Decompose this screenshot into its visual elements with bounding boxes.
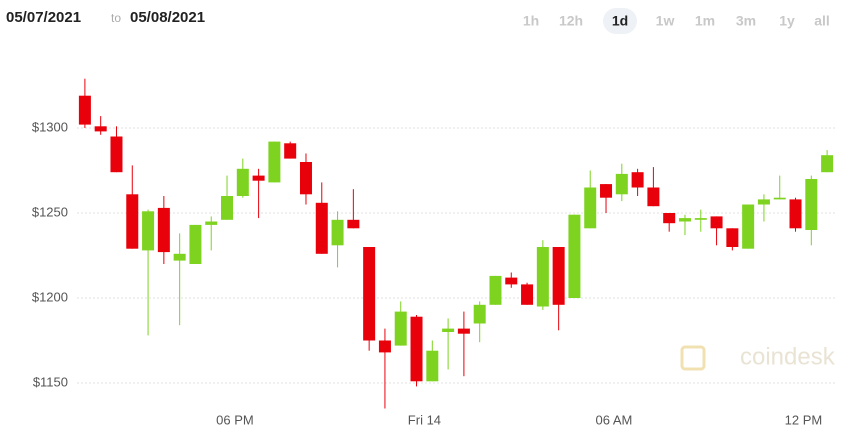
x-tick-label: 06 AM: [595, 412, 632, 427]
range-selected-bg: [603, 8, 637, 34]
candle-body: [678, 218, 691, 222]
candle-body: [268, 141, 281, 183]
candle-body: [757, 199, 770, 205]
candle-body: [710, 216, 723, 229]
candle-body: [394, 311, 407, 346]
range-button[interactable]: 1d: [612, 13, 628, 29]
candle-body: [331, 219, 344, 246]
candle-body: [236, 168, 249, 196]
date-from: 05/07/2021: [6, 9, 81, 26]
candle-body: [299, 162, 312, 195]
candle-body: [173, 253, 186, 261]
candle-body: [442, 328, 455, 332]
y-tick-label: $1150: [33, 374, 68, 389]
y-tick-label: $1250: [32, 204, 68, 219]
range-button[interactable]: 3m: [736, 13, 756, 29]
candle-body: [615, 173, 628, 195]
date-to-word: to: [111, 11, 121, 25]
candle-body: [663, 213, 676, 224]
candle-body: [742, 204, 755, 249]
y-tick-label: $1200: [32, 289, 68, 304]
x-tick-label: 06 PM: [216, 412, 254, 427]
candle-body: [78, 95, 91, 125]
candle-body: [600, 184, 613, 198]
candle-body: [489, 275, 502, 305]
watermark-logo: [680, 345, 706, 371]
candle-body: [821, 155, 834, 173]
range-button[interactable]: all: [814, 13, 830, 29]
candle-body: [505, 277, 518, 285]
candle-body: [378, 340, 391, 353]
candle-body: [536, 247, 549, 307]
candle-body: [773, 197, 786, 200]
candle-body: [694, 218, 707, 220]
x-tick-label: 12 PM: [785, 412, 823, 427]
candle-body: [410, 316, 423, 382]
candle-body: [426, 350, 439, 382]
candle-body: [347, 219, 360, 229]
range-button[interactable]: 1m: [695, 13, 715, 29]
candle-body: [110, 136, 123, 173]
candle-body: [126, 194, 139, 249]
candle-body: [726, 228, 739, 247]
candle-body: [584, 187, 597, 229]
candle-body: [457, 328, 470, 334]
y-tick-label: $1300: [32, 119, 68, 134]
range-button[interactable]: 1y: [779, 13, 795, 29]
candle-body: [568, 214, 581, 298]
candle-body: [205, 221, 218, 225]
candle-body: [142, 211, 155, 251]
range-button[interactable]: 1h: [523, 13, 539, 29]
watermark: coindesk: [740, 343, 836, 370]
candle-body: [473, 304, 486, 324]
candle-body: [157, 207, 170, 253]
candle-body: [221, 196, 234, 220]
x-tick-label: Fri 14: [408, 412, 441, 427]
candle-body: [363, 247, 376, 341]
candle-body: [647, 187, 660, 207]
candle-body: [94, 126, 107, 132]
date-to: 05/08/2021: [130, 9, 205, 26]
candle-body: [189, 224, 202, 264]
candle-body: [789, 199, 802, 229]
range-button[interactable]: 12h: [559, 13, 583, 29]
candle-body: [805, 179, 818, 230]
candle-body: [521, 284, 534, 305]
candle-body: [284, 143, 297, 159]
range-button[interactable]: 1w: [656, 13, 675, 29]
candle-body: [552, 247, 565, 305]
candle-body: [252, 175, 265, 181]
candle-body: [315, 202, 328, 254]
candle-body: [631, 172, 644, 188]
